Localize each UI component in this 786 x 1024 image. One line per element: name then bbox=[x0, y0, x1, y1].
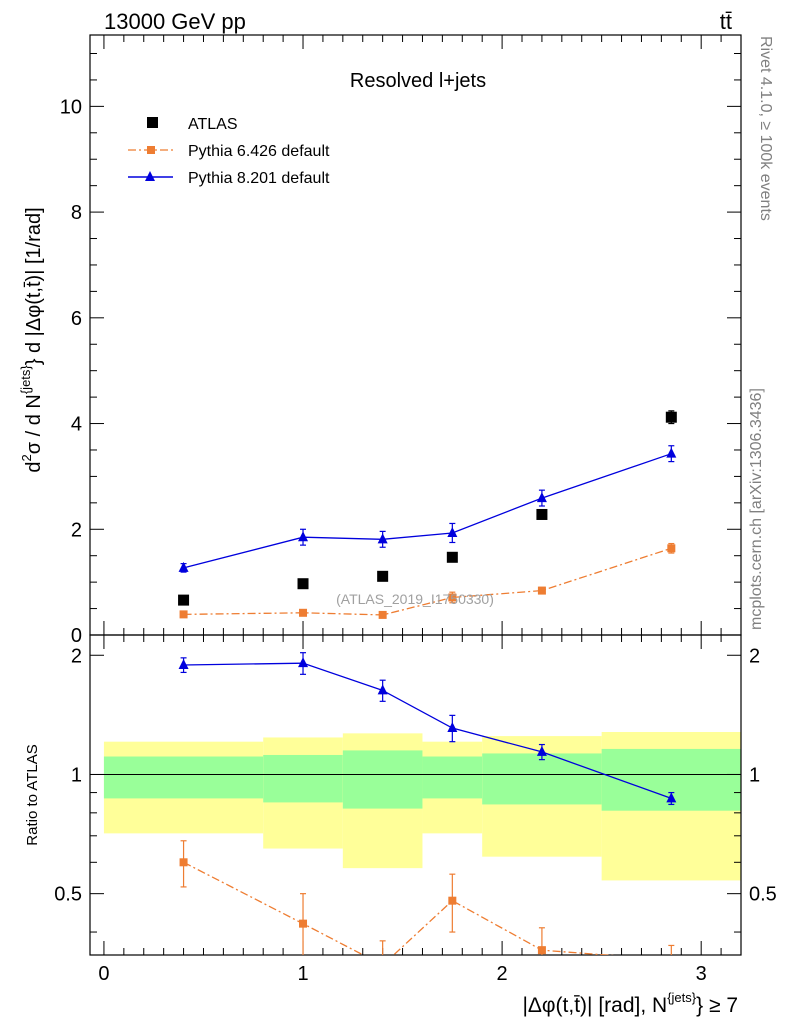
pythia6-ratio-point bbox=[299, 919, 308, 928]
main-ytick-label: 10 bbox=[60, 96, 82, 118]
legend-label-pythia6: Pythia 6.426 default bbox=[188, 143, 330, 160]
ylabel-rest: } d |Δφ(t,t̄)| [1/rad] bbox=[23, 207, 45, 365]
rivet-label: Rivet 4.1.0, ≥ 100k events bbox=[757, 36, 774, 221]
mcplots-label: mcplots.cern.ch [arXiv:1306.3436] bbox=[748, 388, 765, 630]
pythia6-main-point bbox=[537, 586, 546, 595]
pythia8-main-point bbox=[536, 492, 547, 503]
pythia8-main-point bbox=[178, 561, 189, 572]
ratio-ytick-label: 0.5 bbox=[54, 884, 82, 906]
main-ytick-label: 8 bbox=[71, 202, 82, 224]
legend-label-pythia8: Pythia 8.201 default bbox=[188, 170, 330, 187]
stat-uncertainty-band bbox=[263, 754, 343, 803]
legend-label-atlas: ATLAS bbox=[188, 116, 238, 133]
pythia6-ratio-line bbox=[183, 861, 615, 955]
pythia6-ratio-point bbox=[448, 896, 457, 905]
pythia8-ratio-point bbox=[298, 657, 309, 668]
ratio-frame bbox=[89, 634, 742, 956]
ratio-ylabel: Ratio to ATLAS bbox=[24, 744, 41, 845]
xlabel-jets: {jets} bbox=[667, 990, 697, 1005]
pythia8-ratio-point bbox=[666, 792, 677, 803]
pythia8-ratio-line bbox=[183, 662, 672, 800]
ylabel-sigma: σ / d N bbox=[23, 394, 45, 454]
legend-marker-atlas bbox=[147, 117, 158, 128]
ylabel-d: d bbox=[23, 462, 45, 473]
atlas-main-point bbox=[536, 508, 548, 520]
pythia6-main-line bbox=[183, 547, 672, 616]
xlabel-tail: } ≥ 7 bbox=[696, 994, 738, 1017]
atlas-main-point bbox=[297, 578, 309, 590]
atlas-main-point bbox=[178, 594, 190, 606]
process-label: tt̄ bbox=[720, 9, 732, 34]
xlabel-main: |Δφ(t,t̄)| [rad], N bbox=[522, 994, 667, 1017]
pythia8-main-point bbox=[298, 531, 309, 542]
ratio-xtick-label: 3 bbox=[696, 963, 707, 985]
pythia8-ratio-point bbox=[447, 722, 458, 733]
pythia6-main-point bbox=[299, 608, 308, 617]
ratio-xtick-label: 2 bbox=[497, 963, 508, 985]
main-ylabel: d2σ / d N{jets}} d |Δφ(t,t̄)| [1/rad] bbox=[18, 207, 45, 472]
ratio-ytick-label-right: 0.5 bbox=[749, 884, 777, 906]
main-ytick-label: 4 bbox=[71, 414, 82, 436]
pythia8-main-line bbox=[183, 453, 672, 569]
pythia6-main-point bbox=[448, 593, 457, 602]
pythia6-ratio-point bbox=[379, 961, 387, 969]
pythia6-main-point bbox=[667, 544, 676, 553]
pythia6-ratio-point bbox=[537, 946, 546, 955]
ratio-xtick-label: 0 bbox=[98, 963, 109, 985]
pythia8-main-point bbox=[447, 526, 458, 537]
pythia6-ratio-point bbox=[179, 858, 188, 867]
ratio-ytick-label-right: 2 bbox=[749, 645, 760, 667]
pythia6-main-point bbox=[179, 610, 188, 619]
ratio-xtick-label: 1 bbox=[297, 963, 308, 985]
ylabel-two: 2 bbox=[19, 454, 34, 461]
stat-uncertainty-band bbox=[422, 756, 483, 799]
main-title: Resolved l+jets bbox=[350, 70, 486, 92]
atlas-main-point bbox=[446, 551, 458, 563]
main-ytick-label: 2 bbox=[71, 519, 82, 541]
stat-uncertainty-band bbox=[103, 756, 264, 799]
legend-marker-pythia6 bbox=[147, 146, 155, 154]
legend: ATLAS Pythia 6.426 default Pythia 8.201 … bbox=[128, 116, 330, 187]
stat-uncertainty-band bbox=[482, 753, 602, 805]
atlas-main-point bbox=[665, 411, 677, 423]
pythia6-main-point bbox=[378, 610, 387, 619]
ratio-ytick-label: 1 bbox=[71, 764, 82, 786]
pythia8-main-point bbox=[666, 447, 677, 458]
main-ytick-label: 0 bbox=[71, 625, 82, 647]
pythia8-ratio-point bbox=[377, 684, 388, 695]
main-ytick-label: 6 bbox=[71, 308, 82, 330]
watermark: (ATLAS_2019_I1750330) bbox=[336, 591, 494, 607]
energy-label: 13000 GeV pp bbox=[104, 9, 246, 34]
atlas-main-point bbox=[377, 570, 389, 582]
ratio-ytick-label: 2 bbox=[71, 645, 82, 667]
ratio-ytick-label-right: 1 bbox=[749, 764, 760, 786]
pythia8-ratio-point bbox=[536, 745, 547, 756]
pythia8-ratio-point bbox=[178, 658, 189, 669]
pythia6-ratio-point bbox=[667, 956, 675, 964]
pythia8-main-point bbox=[377, 533, 388, 544]
xlabel: |Δφ(t,t̄)| [rad], N{jets}} ≥ 7 bbox=[522, 990, 738, 1017]
legend-marker-pythia8 bbox=[145, 171, 155, 181]
ylabel-jets: {jets} bbox=[18, 365, 33, 395]
stat-uncertainty-band bbox=[342, 750, 423, 809]
